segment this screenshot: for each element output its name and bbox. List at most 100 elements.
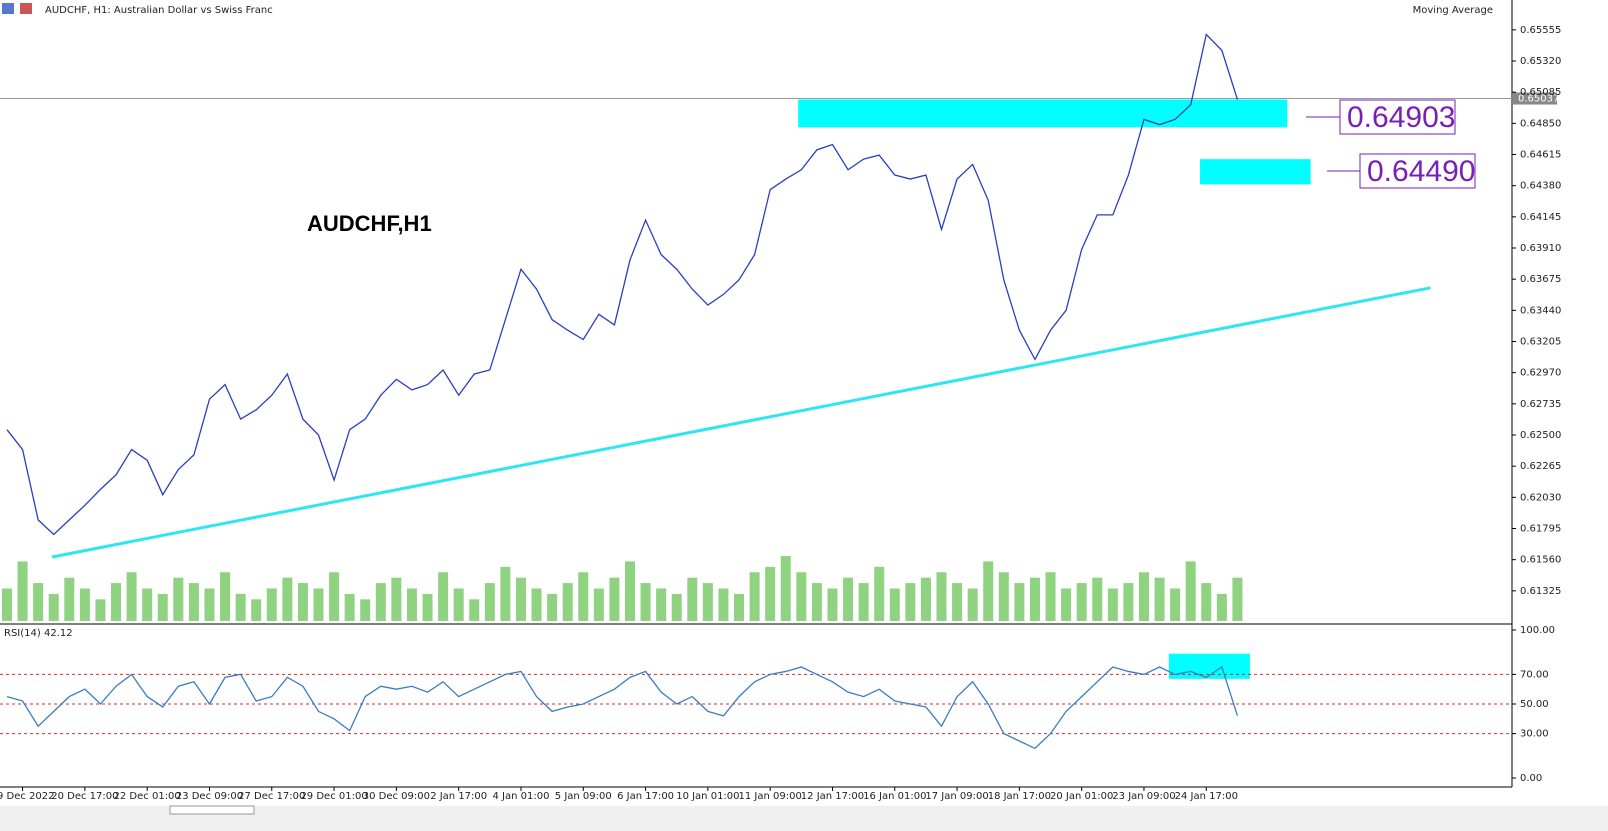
volume-bar <box>967 588 978 621</box>
volume-bar <box>95 599 106 621</box>
x-tick-label: 23 Dec 09:00 <box>176 791 243 802</box>
volume-bar <box>79 588 90 621</box>
volume-bar <box>874 566 885 621</box>
header-indicator: Moving Average <box>1413 5 1493 16</box>
volume-bar <box>671 593 682 621</box>
volume-bar <box>266 588 277 621</box>
tab[interactable] <box>169 805 255 815</box>
y-tick-label: 0.62030 <box>1520 492 1561 503</box>
volume-bar <box>406 588 417 621</box>
volume-bar <box>656 588 667 621</box>
volume-bar <box>1076 583 1087 621</box>
volume-bar <box>811 583 822 621</box>
volume-bar <box>640 583 651 621</box>
x-tick-label: 22 Dec 01:00 <box>114 791 181 802</box>
volume-bar <box>531 588 542 621</box>
x-tick-label: 19 Dec 2022 <box>0 791 55 802</box>
series-line <box>6 33 1239 536</box>
y-tick-label: 0.64615 <box>1520 150 1561 161</box>
x-tick-label: 5 Jan 09:00 <box>555 791 612 802</box>
y-tick-label: 30.00 <box>1520 729 1549 740</box>
x-tick-label: 11 Jan 09:00 <box>739 791 802 802</box>
y-tick-label: 0.63910 <box>1520 243 1561 254</box>
volume-bar <box>111 583 122 621</box>
volume-bar <box>438 572 449 621</box>
y-tick-label: 0.00 <box>1520 773 1542 784</box>
volume-bar <box>1092 577 1103 621</box>
y-tick-label: 0.62500 <box>1520 430 1561 441</box>
volume-bar <box>1123 583 1134 621</box>
x-tick-label: 23 Jan 09:00 <box>1112 791 1175 802</box>
volume-bar <box>469 599 480 621</box>
x-tick-label: 4 Jan 01:00 <box>492 791 549 802</box>
series-line <box>6 665 1239 750</box>
volume-bar <box>1185 561 1196 621</box>
volume-bar <box>687 577 698 621</box>
zone <box>1200 159 1311 185</box>
y-tick-label: 100.00 <box>1520 625 1555 636</box>
volume-bar <box>1014 583 1025 621</box>
zone <box>798 99 1288 128</box>
y-tick-label: 0.65320 <box>1520 56 1561 67</box>
y-tick-label: 0.64380 <box>1520 181 1561 192</box>
x-tick-label: 12 Jan 17:00 <box>801 791 864 802</box>
x-tick-label: 30 Dec 09:00 <box>363 791 430 802</box>
volume-bar <box>562 583 573 621</box>
volume-bar <box>952 583 963 621</box>
rsi-title: RSI(14) 42.12 <box>4 628 73 639</box>
volume-bar <box>1154 577 1165 621</box>
x-tick-label: 16 Jan 01:00 <box>863 791 926 802</box>
volume-bar <box>126 572 137 621</box>
volume-bar <box>500 566 511 621</box>
x-tick-label: 10 Jan 01:00 <box>676 791 739 802</box>
volume-bar <box>858 583 869 621</box>
volume-bar <box>157 593 168 621</box>
current-price-label: 0.65037 <box>1518 94 1559 105</box>
volume-bar <box>1232 577 1243 621</box>
y-tick-label: 0.62735 <box>1520 399 1561 410</box>
volume-bar <box>796 572 807 621</box>
volume-bar <box>718 588 729 621</box>
volume-bar <box>484 583 495 621</box>
zone-label: 0.64490 <box>1367 155 1475 188</box>
y-tick-label: 0.63440 <box>1520 305 1561 316</box>
volume-bar <box>593 588 604 621</box>
volume-bar <box>313 588 324 621</box>
volume-bar <box>905 583 916 621</box>
volume-bar <box>515 577 526 621</box>
volume-bar <box>1216 593 1227 621</box>
volume-bar <box>220 572 231 621</box>
x-tick-label: 20 Jan 01:00 <box>1050 791 1113 802</box>
y-tick-label: 0.61795 <box>1520 524 1561 535</box>
volume-bar <box>936 572 947 621</box>
volume-bar <box>889 588 900 621</box>
volume-bar <box>48 593 59 621</box>
current-price-box <box>1513 92 1557 105</box>
volume-bar <box>1061 588 1072 621</box>
volume-bar <box>1201 583 1212 621</box>
volume-bar <box>329 572 340 621</box>
volume-bar <box>17 561 28 621</box>
volume-bar <box>453 588 464 621</box>
volume-bar <box>998 572 1009 621</box>
volume-bar <box>251 599 262 621</box>
volume-bar <box>920 577 931 621</box>
x-tick-label: 20 Dec 17:00 <box>51 791 118 802</box>
volume-bar <box>173 577 184 621</box>
volume-bar <box>1107 588 1118 621</box>
label-box <box>1339 99 1456 135</box>
volume-bar <box>1045 572 1056 621</box>
x-tick-label: 24 Jan 17:00 <box>1175 791 1238 802</box>
volume-bar <box>1170 588 1181 621</box>
y-tick-label: 0.64145 <box>1520 212 1561 223</box>
y-tick-label: 0.62970 <box>1520 368 1561 379</box>
y-tick-label: 0.61325 <box>1520 586 1561 597</box>
volume-bar <box>344 593 355 621</box>
volume-bar <box>235 593 246 621</box>
volume-bar <box>64 577 75 621</box>
volume-bar <box>1029 577 1040 621</box>
label-box <box>1359 153 1476 189</box>
volume-bar <box>780 556 791 621</box>
volume-bar <box>204 588 215 621</box>
